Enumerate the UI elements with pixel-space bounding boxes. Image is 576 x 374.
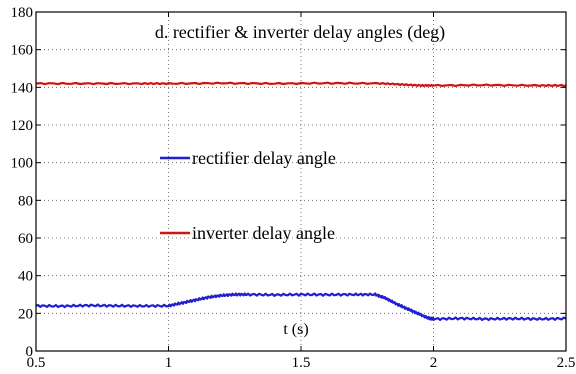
- chart-title: d. rectifier & inverter delay angles (de…: [155, 22, 445, 43]
- x-tick-label: 1: [165, 355, 173, 371]
- x-axis-label: t (s): [283, 321, 308, 338]
- y-tick-label: 80: [18, 193, 33, 209]
- x-tick-label: 2.5: [557, 355, 576, 371]
- y-tick-label: 100: [11, 156, 34, 172]
- legend: rectifier delay angle inverter delay angl…: [160, 148, 336, 243]
- axis-ticks: 0 20 40 60 80 100 120 140 160 180 0.5 1 1.5 2 2.5: [11, 5, 576, 371]
- y-tick-label: 60: [18, 231, 33, 247]
- x-tick-label: 0.5: [27, 355, 46, 371]
- y-tick-label: 20: [18, 306, 33, 322]
- y-tick-label: 0: [26, 344, 34, 360]
- y-tick-label: 120: [11, 118, 34, 134]
- y-tick-label: 140: [11, 80, 34, 96]
- x-tick-label: 2: [430, 355, 438, 371]
- series-line-inverter: [35, 81, 567, 88]
- legend-label-inverter: inverter delay angle: [192, 223, 335, 243]
- grid-lines: [36, 12, 566, 351]
- x-tick-label: 1.5: [292, 355, 311, 371]
- series-layer: [35, 81, 567, 322]
- y-tick-label: 160: [11, 43, 34, 59]
- series-line-rectifier: [35, 292, 567, 322]
- legend-label-rectifier: rectifier delay angle: [192, 148, 336, 168]
- y-tick-label: 40: [18, 269, 33, 285]
- y-tick-label: 180: [11, 5, 34, 21]
